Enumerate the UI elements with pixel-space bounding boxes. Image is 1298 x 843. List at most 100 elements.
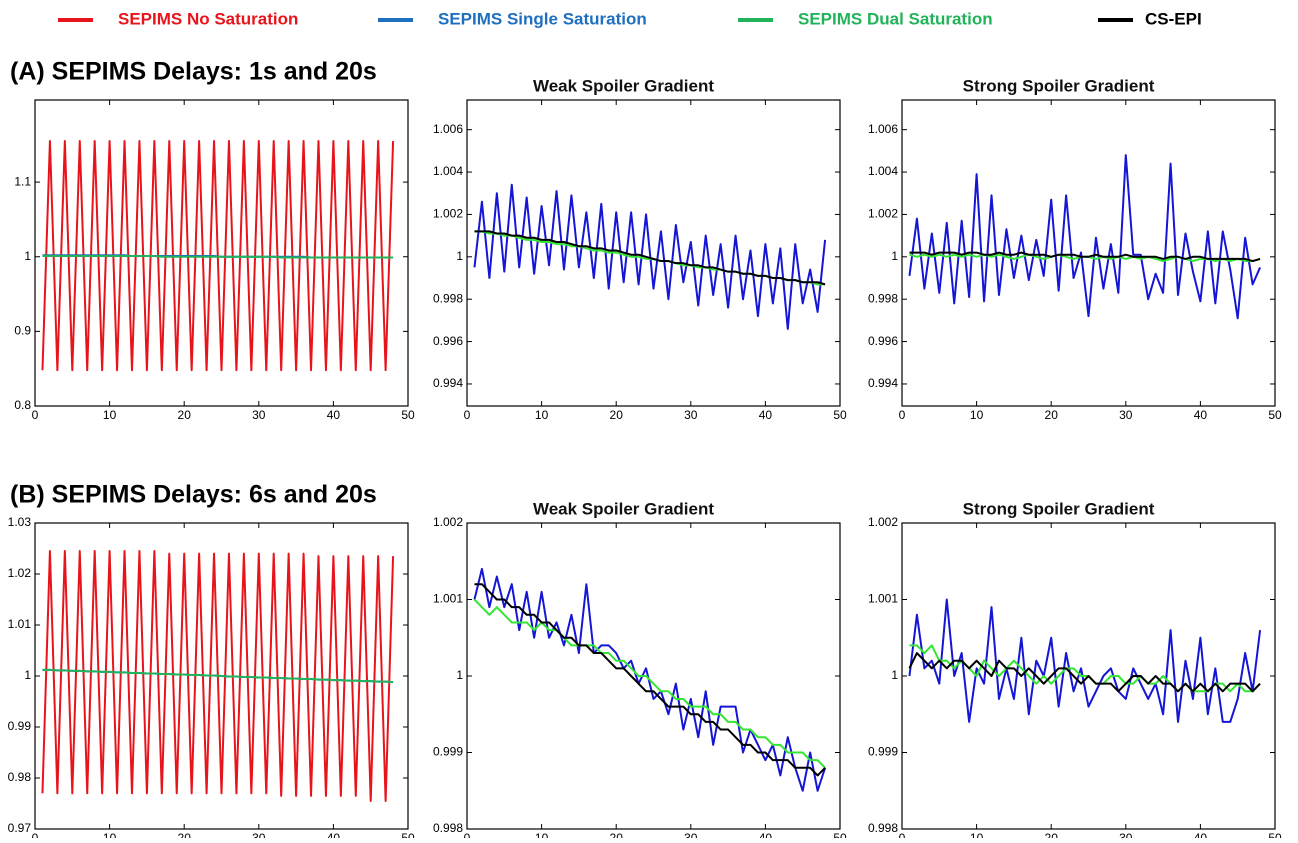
y-tick-label: 1	[24, 249, 31, 263]
y-tick-label: 0.9	[14, 324, 31, 338]
series-line	[42, 254, 394, 259]
series-line	[474, 230, 826, 286]
x-tick-label: 10	[970, 408, 984, 422]
panel: (A) SEPIMS Delays: 1s and 20s 0.8 0.9 1 1.1 0…	[10, 58, 415, 423]
plot-frame	[466, 99, 841, 407]
x-tick-label: 10	[535, 408, 549, 422]
plot-frame	[466, 522, 841, 830]
y-tick-label: 0.98	[8, 770, 32, 784]
y-tick-label: 0.998	[433, 821, 463, 835]
x-tick-label: 20	[178, 831, 192, 838]
plot-frame	[34, 522, 409, 830]
y-tick-label: 1.001	[868, 592, 898, 606]
y-tick-label: 1	[456, 668, 463, 682]
y-tick-label: 0.996	[868, 334, 898, 348]
x-tick-label: 50	[1268, 831, 1282, 838]
panel: Strong Spoiler Gradient 0.994 0.996 0.998 1 1…	[868, 76, 1282, 422]
x-tick-label: 30	[1119, 408, 1133, 422]
x-tick-label: 0	[899, 831, 906, 838]
x-tick-label: 10	[103, 408, 117, 422]
y-tick-label: 0.998	[868, 291, 898, 305]
y-tick-label: 0.8	[14, 398, 31, 412]
y-tick-label: 1.01	[8, 617, 32, 631]
y-tick-label: 1.002	[868, 207, 898, 221]
x-tick-label: 40	[327, 831, 341, 838]
x-tick-label: 50	[833, 408, 847, 422]
y-tick-label: 1.001	[433, 592, 463, 606]
legend-label: SEPIMS Single Saturation	[438, 9, 647, 28]
series-line	[474, 583, 826, 777]
y-tick-label: 0.994	[433, 376, 463, 390]
y-tick-label: 0.998	[868, 821, 898, 835]
y-tick-label: 1.002	[868, 515, 898, 529]
legend-label: SEPIMS Dual Saturation	[798, 9, 993, 28]
panel: Weak Spoiler Gradient 0.994 0.996 0.998 1 1.0…	[433, 76, 847, 422]
series-line	[909, 251, 1261, 263]
x-tick-label: 40	[1194, 831, 1208, 838]
x-tick-label: 50	[401, 408, 415, 422]
row-title: (A) SEPIMS Delays: 1s and 20s	[10, 58, 377, 86]
panel-title: Strong Spoiler Gradient	[963, 499, 1155, 518]
series-line	[908, 652, 1261, 693]
series-line	[473, 183, 827, 330]
y-tick-label: 0.999	[868, 745, 898, 759]
y-tick-label: 0.999	[433, 745, 463, 759]
y-tick-label: 0.99	[8, 719, 32, 733]
x-tick-label: 0	[464, 408, 471, 422]
x-tick-label: 30	[252, 408, 266, 422]
y-tick-label: 1.03	[8, 515, 32, 529]
x-tick-label: 20	[178, 408, 192, 422]
panel-title: Strong Spoiler Gradient	[963, 76, 1155, 95]
x-tick-label: 0	[899, 408, 906, 422]
y-tick-label: 1	[456, 249, 463, 263]
y-tick-label: 1.002	[433, 515, 463, 529]
y-tick-label: 1.004	[433, 164, 463, 178]
panel: Weak Spoiler Gradient 0.998 0.999 1 1.001 1.0…	[433, 499, 847, 843]
y-tick-label: 1.1	[14, 174, 31, 188]
series-line	[908, 154, 1261, 320]
y-tick-label: 1.004	[868, 164, 898, 178]
x-tick-label: 20	[610, 408, 624, 422]
x-tick-label: 50	[401, 831, 415, 838]
x-tick-label: 0	[32, 831, 39, 838]
y-tick-label: 1	[891, 668, 898, 682]
x-tick-label: 20	[1045, 408, 1059, 422]
x-tick-label: 30	[252, 831, 266, 838]
legend-label: SEPIMS No Saturation	[118, 9, 298, 28]
y-tick-label: 0.994	[868, 376, 898, 390]
x-tick-label: 30	[1119, 831, 1133, 838]
y-tick-label: 0.97	[8, 821, 32, 835]
series-line	[473, 598, 826, 769]
y-tick-label: 1	[891, 249, 898, 263]
plot-frame	[901, 522, 1276, 830]
x-tick-label: 10	[103, 831, 117, 838]
x-tick-label: 10	[970, 831, 984, 838]
x-tick-label: 0	[32, 408, 39, 422]
y-tick-label: 0.998	[433, 291, 463, 305]
panel: (B) SEPIMS Delays: 6s and 20s 0.97 0.98 0.9…	[8, 481, 415, 843]
x-tick-label: 0	[464, 831, 471, 838]
x-tick-label: 30	[684, 408, 698, 422]
x-tick-label: 50	[833, 831, 847, 838]
series-line	[41, 550, 395, 802]
y-tick-label: 1.02	[8, 566, 32, 580]
y-tick-label: 1.002	[433, 207, 463, 221]
panel: Strong Spoiler Gradient 0.998 0.999 1 1.001 1…	[868, 499, 1282, 843]
series-line	[42, 668, 394, 684]
panel-title: Weak Spoiler Gradient	[533, 76, 714, 95]
row-title: (B) SEPIMS Delays: 6s and 20s	[10, 481, 377, 509]
legend-label: CS-EPI	[1145, 9, 1202, 28]
plot-frame	[34, 99, 409, 407]
y-tick-label: 1.006	[433, 122, 463, 136]
y-tick-label: 0.996	[433, 334, 463, 348]
x-tick-label: 40	[759, 831, 773, 838]
x-tick-label: 40	[327, 408, 341, 422]
x-tick-label: 50	[1268, 408, 1282, 422]
series-line	[908, 598, 1262, 723]
x-tick-label: 40	[1194, 408, 1208, 422]
panel-title: Weak Spoiler Gradient	[533, 499, 714, 518]
y-tick-label: 1.006	[868, 122, 898, 136]
plot-frame	[901, 99, 1276, 407]
